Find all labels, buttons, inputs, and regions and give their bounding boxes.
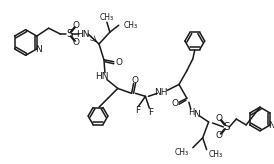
Text: CH₃: CH₃	[209, 150, 223, 159]
Text: S: S	[66, 29, 73, 39]
Text: CH₃: CH₃	[175, 148, 189, 157]
Text: O: O	[131, 76, 138, 85]
Text: O: O	[115, 58, 122, 67]
Text: H: H	[188, 108, 194, 117]
Text: O: O	[172, 99, 179, 108]
Text: N: N	[268, 121, 274, 130]
Text: O: O	[216, 113, 223, 123]
Text: O: O	[73, 21, 80, 30]
Text: N: N	[35, 45, 41, 54]
Text: N: N	[193, 110, 200, 119]
Text: CH₃: CH₃	[124, 21, 138, 30]
Text: HN: HN	[76, 30, 90, 39]
Text: F: F	[135, 106, 140, 115]
Text: O: O	[216, 131, 223, 140]
Text: CH₃: CH₃	[100, 13, 114, 22]
Text: NH: NH	[155, 88, 168, 97]
Text: S: S	[223, 122, 230, 132]
Text: HN: HN	[95, 72, 109, 81]
Text: F: F	[148, 108, 153, 117]
Text: O: O	[73, 39, 80, 48]
